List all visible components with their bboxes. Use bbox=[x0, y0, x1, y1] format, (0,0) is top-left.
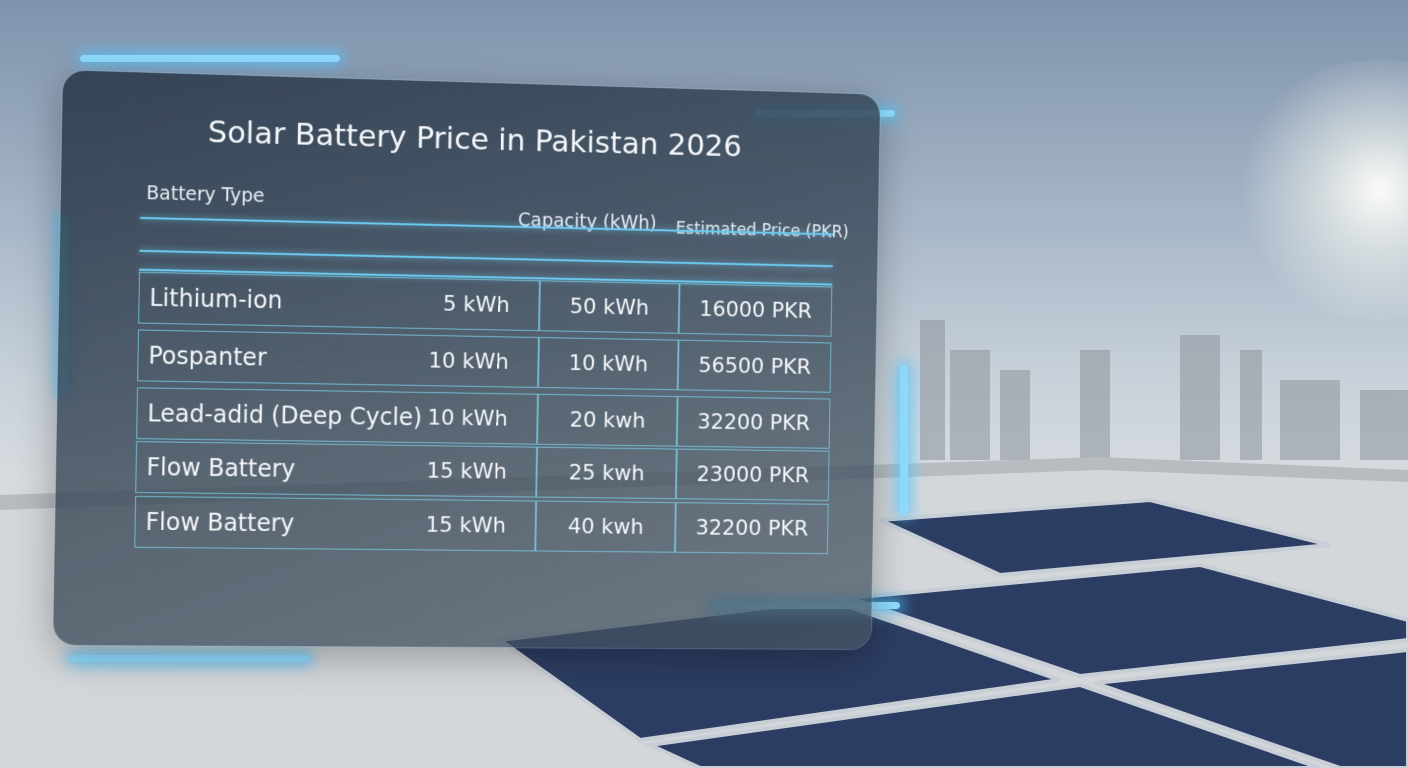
battery-type: Lead-adid (Deep Cycle) bbox=[147, 399, 423, 432]
cell: Flow Battery 15 kWh bbox=[135, 441, 538, 498]
price: 23000 PKR bbox=[675, 448, 830, 501]
capacity-kwh: 10 kWh bbox=[538, 337, 679, 391]
divider bbox=[139, 249, 833, 268]
price: 32200 PKR bbox=[674, 502, 829, 555]
city-skyline bbox=[920, 320, 1408, 460]
price: 56500 PKR bbox=[677, 339, 832, 393]
capacity-kwh: 20 kwh bbox=[537, 393, 678, 447]
price-panel: Solar Battery Price in Pakistan 2026 Bat… bbox=[52, 70, 881, 650]
capacity: 10 kWh bbox=[428, 348, 510, 375]
battery-type: Pospanter bbox=[148, 341, 267, 372]
price: 32200 PKR bbox=[676, 396, 831, 449]
column-header: Battery Type bbox=[146, 182, 265, 207]
cell: Lithium-ion 5 kWh bbox=[138, 271, 540, 332]
table-row: Flow Battery 15 kWh 40 kwh 32200 PKR bbox=[134, 495, 829, 555]
capacity: 15 kWh bbox=[425, 512, 507, 538]
glow-accent bbox=[80, 55, 340, 62]
capacity: 15 kWh bbox=[426, 458, 508, 484]
battery-type: Flow Battery bbox=[145, 507, 295, 538]
price: 16000 PKR bbox=[678, 283, 833, 337]
glow-accent bbox=[900, 365, 908, 515]
title: Solar Battery Price in Pakistan 2026 bbox=[207, 114, 743, 165]
cell: Flow Battery 15 kWh bbox=[134, 495, 537, 552]
battery-type: Flow Battery bbox=[146, 453, 296, 483]
table-row: Lead-adid (Deep Cycle) 10 kWh 20 kwh 32200 … bbox=[136, 387, 831, 449]
capacity: 5 kWh bbox=[442, 291, 510, 318]
cell: Lead-adid (Deep Cycle) 10 kWh bbox=[136, 387, 538, 445]
cell: Pospanter 10 kWh bbox=[137, 329, 539, 388]
table-row: Pospanter 10 kWh 10 kWh 56500 PKR bbox=[137, 329, 832, 393]
capacity-kwh: 25 kwh bbox=[536, 446, 677, 500]
capacity-kwh: 40 kwh bbox=[535, 500, 676, 553]
battery-type: Lithium-ion bbox=[149, 283, 283, 315]
capacity-kwh: 50 kWh bbox=[539, 280, 680, 334]
capacity: 10 kWh bbox=[427, 405, 509, 432]
glow-accent bbox=[70, 655, 310, 662]
table-row: Flow Battery 15 kWh 25 kwh 23000 PKR bbox=[135, 441, 830, 501]
